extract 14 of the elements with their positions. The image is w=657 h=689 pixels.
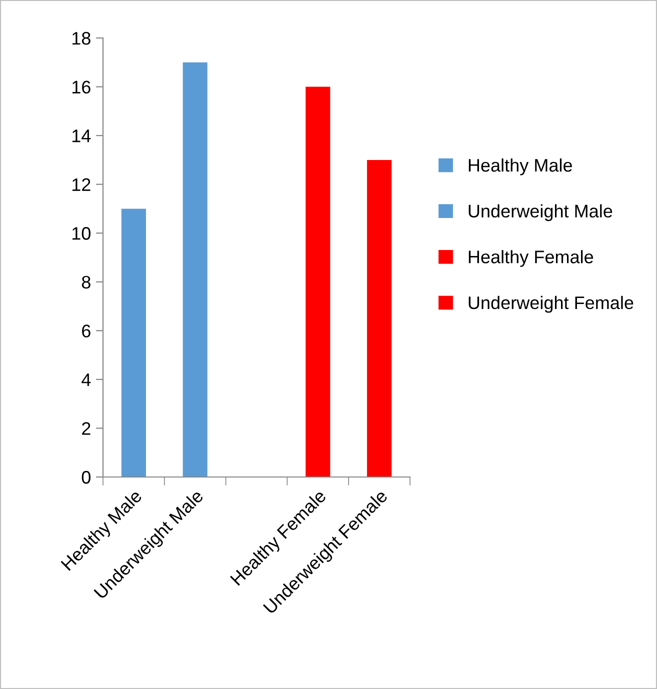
legend-label: Underweight Female: [468, 296, 634, 313]
legend-label: Healthy Female: [468, 250, 594, 267]
y-tick-label: 18: [72, 32, 90, 45]
y-tick-label: 0: [82, 470, 90, 484]
y-tick-label: 2: [82, 422, 90, 435]
y-tick-label: 16: [72, 80, 90, 94]
y-tick-label: 10: [72, 227, 90, 240]
y-tick-label: 8: [82, 276, 90, 289]
y-tick-label: 4: [82, 374, 91, 386]
legend-label: Healthy Male: [468, 158, 572, 176]
y-tick-label: 14: [72, 130, 91, 142]
y-tick-label: 6: [82, 324, 90, 338]
legend-label: Underweight Male: [468, 204, 612, 222]
y-tick-label: 12: [72, 178, 90, 191]
